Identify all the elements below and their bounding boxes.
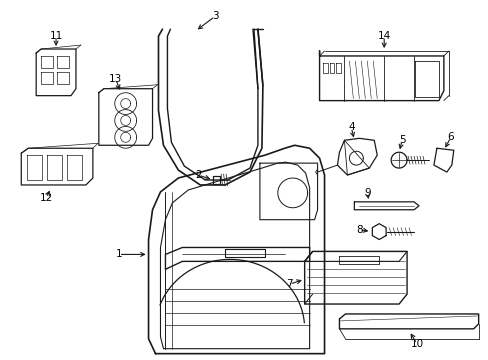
Text: 12: 12	[40, 193, 53, 203]
Text: 5: 5	[398, 135, 405, 145]
Text: 1: 1	[115, 249, 122, 260]
Text: 2: 2	[195, 170, 201, 180]
Text: 9: 9	[363, 188, 370, 198]
Text: 13: 13	[109, 74, 122, 84]
Text: 3: 3	[211, 11, 218, 21]
Text: 14: 14	[377, 31, 390, 41]
Text: 6: 6	[447, 132, 453, 142]
Text: 10: 10	[409, 339, 423, 349]
Text: 7: 7	[286, 279, 292, 289]
Text: 11: 11	[49, 31, 62, 41]
Text: 4: 4	[347, 122, 354, 132]
Text: 8: 8	[355, 225, 362, 235]
